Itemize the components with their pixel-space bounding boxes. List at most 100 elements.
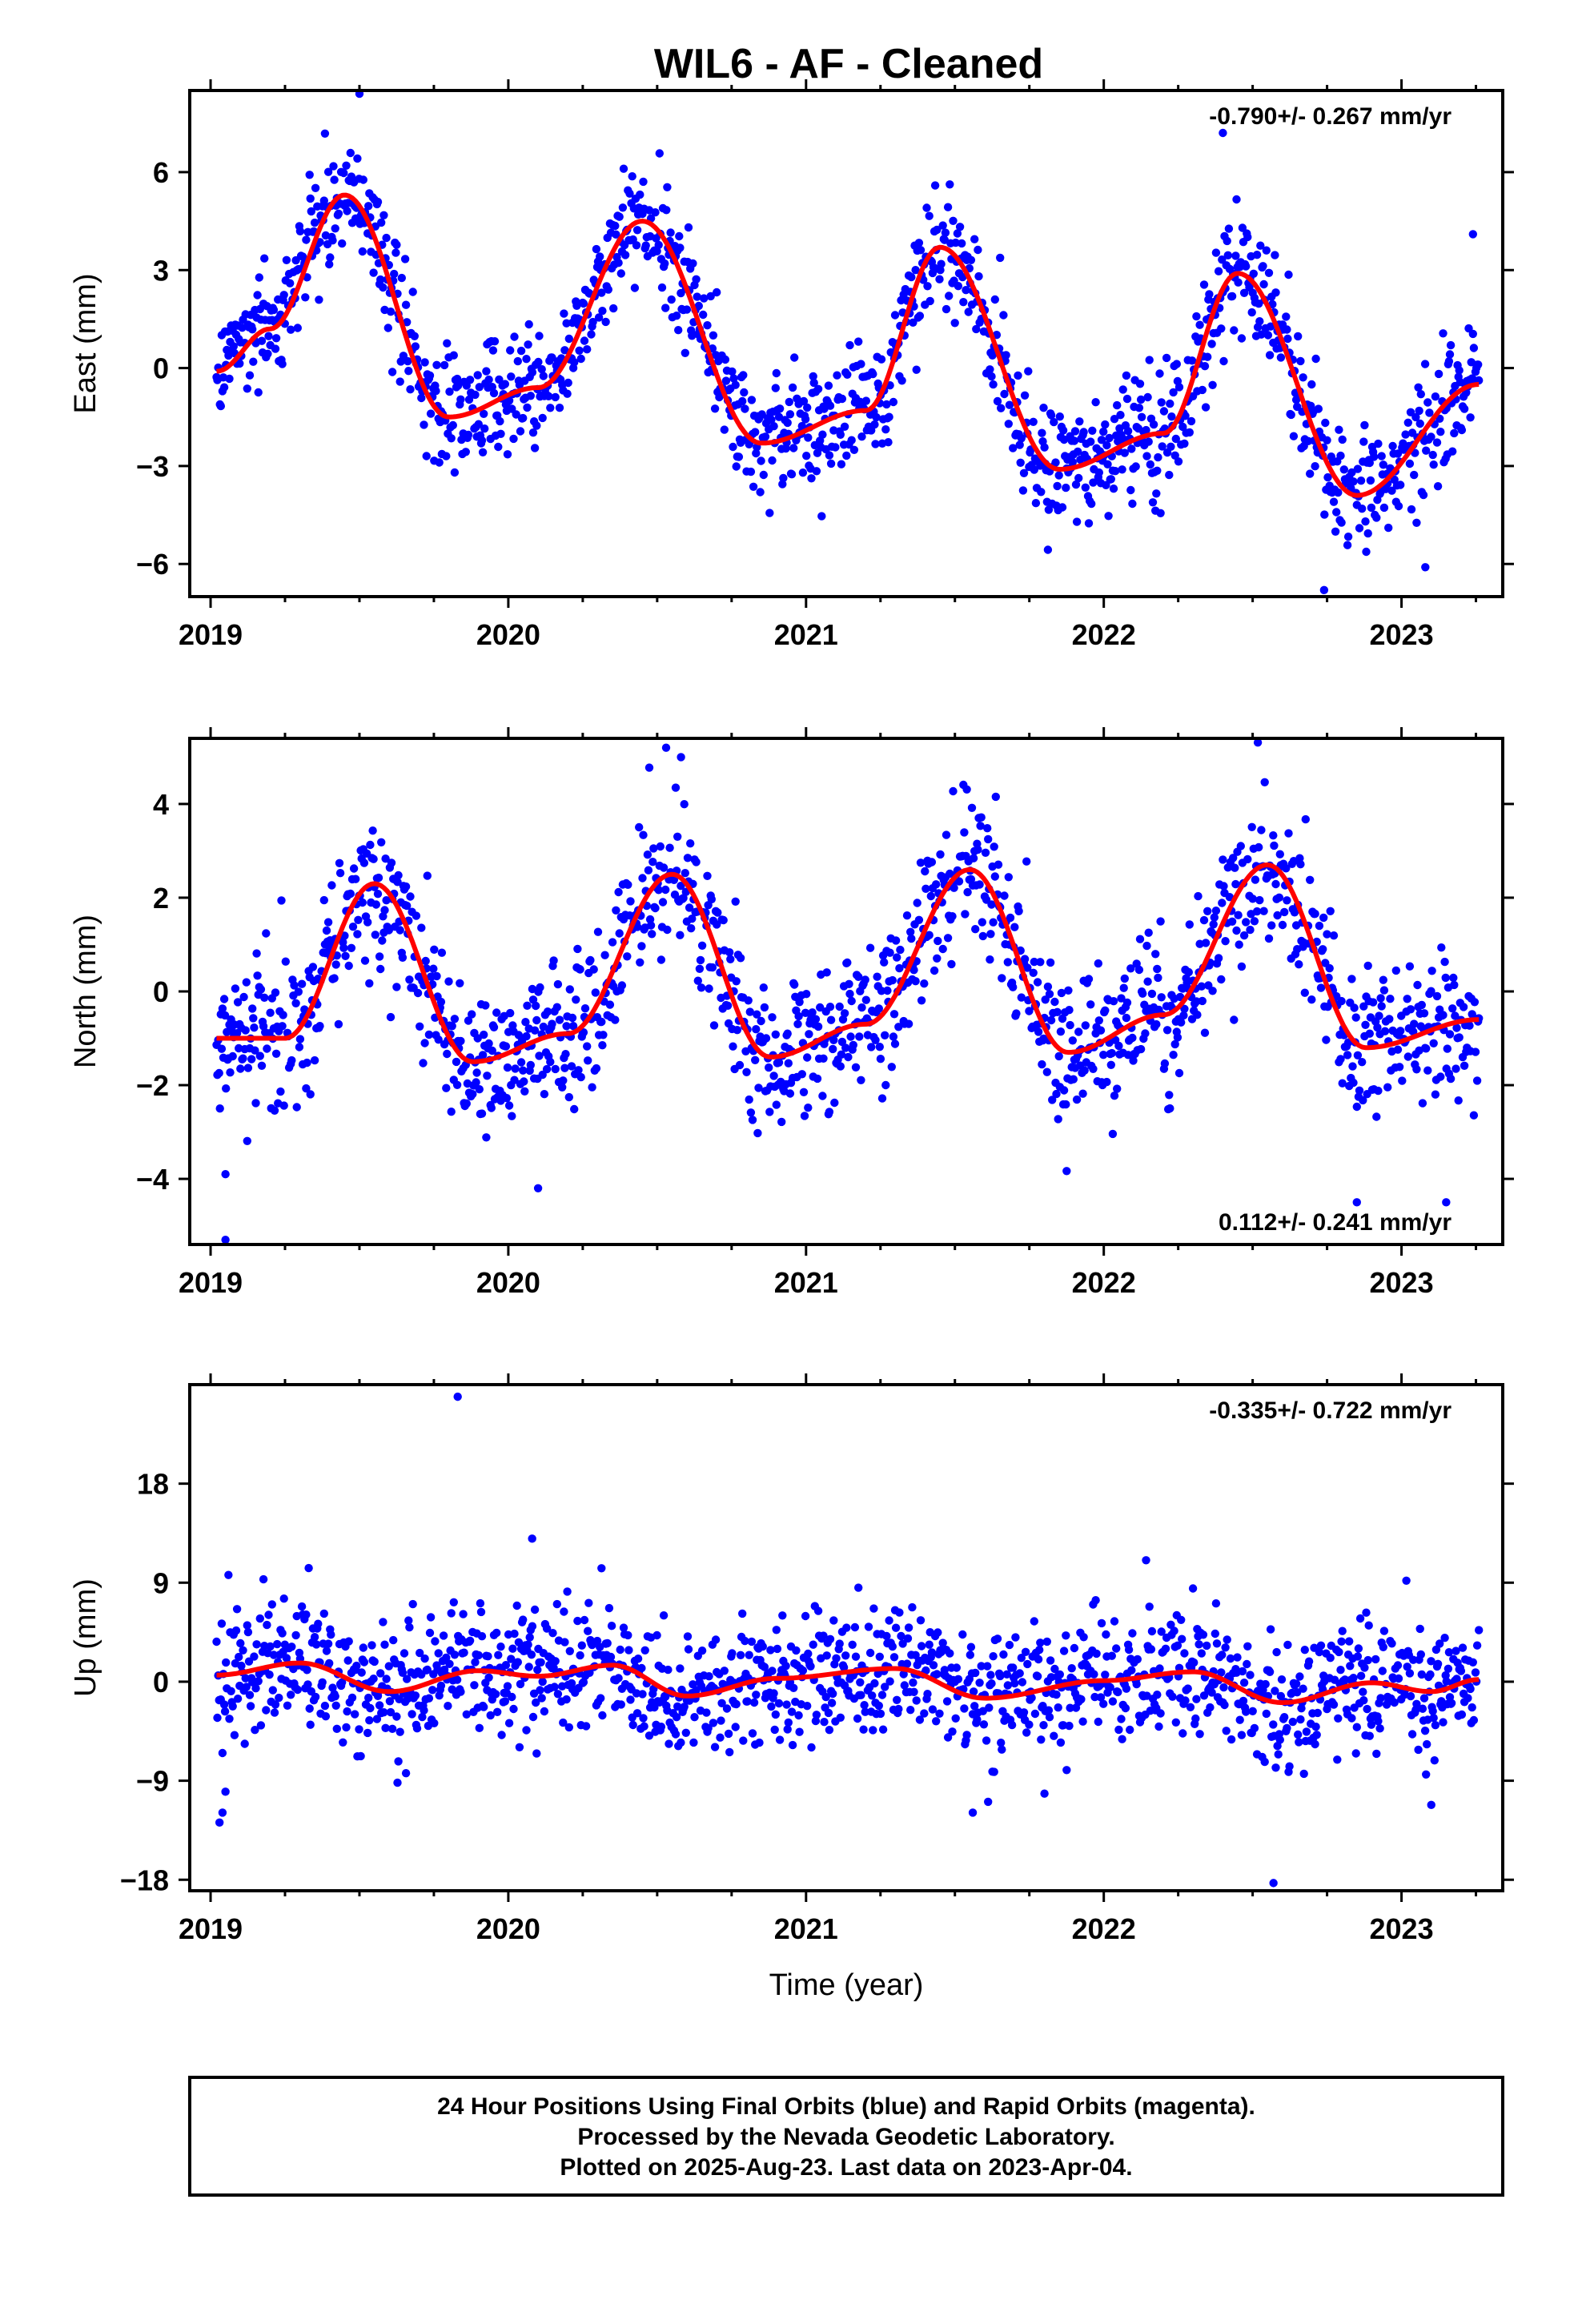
north-point [591,988,600,997]
up-point [1097,1618,1106,1628]
east-point [594,313,604,322]
up-point [235,1652,243,1662]
north-point [771,1030,780,1039]
up-point [1345,1637,1354,1646]
up-point [1039,1721,1048,1730]
east-point [490,337,500,346]
east-point [1366,476,1375,485]
up-point [491,1690,500,1699]
east-point [1259,279,1268,289]
up-point [304,1563,313,1573]
east-point [1101,420,1110,429]
up-point [1221,1643,1230,1652]
up-point [628,1720,637,1730]
north-point [567,1062,576,1071]
north-point [793,1019,802,1029]
up-point [475,1723,484,1732]
up-point [1090,1692,1099,1702]
east-point [404,356,412,366]
east-point [432,360,441,369]
up-point [975,1679,984,1687]
up-point [492,1628,501,1638]
north-point [1405,962,1415,971]
up-point [676,1664,685,1673]
north-point [1014,907,1023,916]
north-point [1197,982,1207,991]
north-point [303,1058,311,1068]
up-point [888,1642,897,1651]
up-point [1349,1674,1358,1683]
north-point [510,1076,519,1084]
north-point [444,977,453,986]
east-y-tick-label: −6 [136,548,169,581]
north-point [1431,1090,1440,1099]
east-point [408,287,417,296]
east-point [500,380,509,388]
north-point [685,903,694,912]
north-point [521,1018,530,1027]
up-point [962,1731,971,1739]
up-point [1142,1556,1150,1565]
up-point [1458,1643,1468,1652]
up-point [411,1691,420,1700]
up-point [1405,1669,1415,1678]
north-point [1165,1091,1174,1100]
up-point [725,1747,734,1757]
up-point [637,1663,646,1673]
up-point [684,1645,693,1654]
north-point [754,1084,763,1092]
up-point [1457,1710,1467,1719]
up-point [1114,1687,1122,1697]
east-outlier-point [1421,563,1430,572]
east-point [666,228,675,237]
up-point [321,1712,331,1721]
up-point [984,1797,993,1807]
east-point [620,251,630,259]
east-point [516,346,526,356]
up-point [278,1629,287,1638]
east-point [1411,412,1420,422]
up-point [755,1738,764,1747]
east-point [1169,388,1178,397]
up-point [408,1599,417,1609]
east-point [694,301,703,311]
north-point [671,783,681,792]
up-point [275,1693,283,1703]
east-point [674,326,683,335]
up-point [246,1702,255,1711]
north-point [1036,958,1045,967]
up-point [1161,1644,1170,1653]
east-point [484,375,493,384]
north-point [926,891,936,901]
north-point [1376,994,1385,1003]
up-point [1452,1647,1460,1655]
east-point [1259,262,1267,271]
up-point [856,1678,865,1687]
north-point [986,955,994,964]
east-point [597,288,606,297]
north-point [552,1003,561,1011]
north-point [412,911,421,920]
east-point [1249,269,1259,278]
up-point [861,1707,869,1716]
east-point [611,221,620,231]
north-point [990,842,998,851]
east-point [728,367,737,376]
up-outlier-point [215,1818,224,1827]
north-point [693,976,702,985]
up-point [1171,1718,1181,1727]
north-point [885,948,894,957]
north-point [875,1043,885,1051]
up-point [403,1675,412,1683]
north-point [1437,943,1446,952]
up-point [359,1658,369,1667]
north-point [914,915,924,925]
east-point [663,183,672,191]
up-point [1133,1655,1142,1664]
up-point [516,1679,525,1689]
up-point [241,1674,250,1683]
east-point [328,236,337,245]
up-point [638,1690,647,1699]
up-point [1426,1670,1435,1679]
north-point [1235,940,1243,949]
